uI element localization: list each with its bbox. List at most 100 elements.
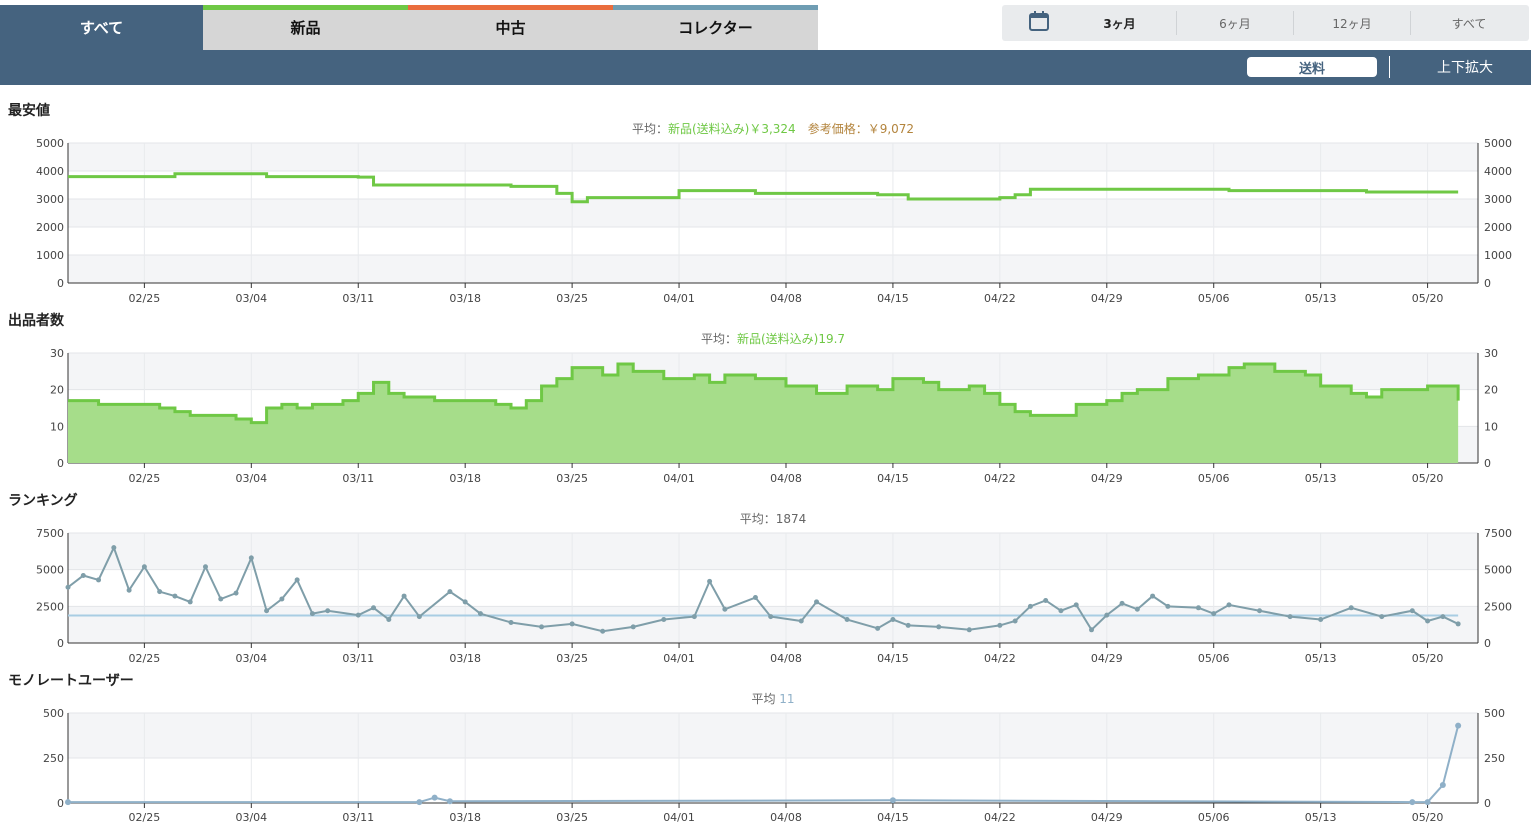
tab-all[interactable]: すべて xyxy=(0,5,203,50)
y-tick-label-left: 0 xyxy=(57,277,64,290)
x-tick-label: 03/04 xyxy=(235,652,267,665)
ranking-point xyxy=(172,593,178,599)
x-tick-label: 05/20 xyxy=(1412,472,1444,485)
x-tick-label: 03/18 xyxy=(449,652,481,665)
price-series-line xyxy=(68,172,1459,204)
x-tick-label: 04/29 xyxy=(1091,652,1123,665)
x-tick-label: 05/13 xyxy=(1305,811,1337,824)
users-point xyxy=(65,799,71,806)
ranking-point xyxy=(1257,608,1263,614)
y-tick-label-left: 0 xyxy=(57,637,64,650)
x-tick-label: 05/13 xyxy=(1305,652,1337,665)
chart-title: 最安値 xyxy=(8,102,50,119)
ranking-point xyxy=(80,573,86,579)
x-tick-label: 04/01 xyxy=(663,811,695,824)
ranking-point xyxy=(798,618,804,624)
ranking-point xyxy=(1165,603,1171,609)
average-value: 11 xyxy=(775,692,794,706)
range-12m[interactable]: 12ヶ月 xyxy=(1332,16,1372,31)
x-tick-label: 03/11 xyxy=(342,652,374,665)
y-tick-label-right: 2000 xyxy=(1484,221,1512,234)
ranking-point xyxy=(1058,608,1064,614)
ranking-point xyxy=(630,624,636,630)
tab-new[interactable]: 新品 xyxy=(203,5,408,50)
range-3m[interactable]: 3ヶ月 xyxy=(1103,16,1136,31)
x-tick-label: 05/20 xyxy=(1412,292,1444,305)
ranking-point xyxy=(65,584,71,590)
ranking-point xyxy=(371,605,377,611)
users-point xyxy=(889,797,896,804)
ranking-point xyxy=(111,545,117,551)
y-tick-label-left: 250 xyxy=(43,752,64,765)
range-all[interactable]: すべて xyxy=(1451,16,1487,31)
vertical-zoom-button[interactable]: 上下拡大 xyxy=(1437,60,1493,76)
plot-band xyxy=(68,606,1478,643)
y-tick-label-right: 10 xyxy=(1484,420,1498,433)
y-tick-label-left: 2500 xyxy=(36,600,64,613)
chart-average-caption: 平均 11 xyxy=(751,692,794,706)
x-tick-label: 03/18 xyxy=(449,472,481,485)
x-tick-label: 03/25 xyxy=(556,292,588,305)
tab-used[interactable]: 中古 xyxy=(408,5,613,50)
x-tick-label: 04/08 xyxy=(770,472,802,485)
ranking-point xyxy=(1379,614,1385,620)
plot-band xyxy=(68,199,1478,227)
users-point xyxy=(446,798,453,805)
ranking-point xyxy=(141,564,147,570)
ranking-point xyxy=(966,627,972,633)
y-tick-label-right: 3000 xyxy=(1484,193,1512,206)
ranking-point xyxy=(401,593,407,599)
ranking-point xyxy=(890,617,896,623)
y-tick-label-right: 1000 xyxy=(1484,249,1512,262)
average-prefix: 平均： xyxy=(701,332,737,346)
y-tick-label-right: 5000 xyxy=(1484,564,1512,577)
y-tick-label-right: 250 xyxy=(1484,752,1505,765)
x-tick-label: 05/06 xyxy=(1198,472,1230,485)
y-tick-label-left: 7500 xyxy=(36,527,64,540)
users-point xyxy=(1439,782,1446,788)
x-tick-label: 02/25 xyxy=(129,472,161,485)
y-tick-label-right: 2500 xyxy=(1484,600,1512,613)
ranking-point xyxy=(1455,621,1461,627)
ranking-point xyxy=(96,577,102,583)
y-tick-label-right: 0 xyxy=(1484,797,1491,810)
calendar-icon[interactable] xyxy=(1028,10,1050,36)
y-tick-label-right: 4000 xyxy=(1484,165,1512,178)
y-tick-label-left: 20 xyxy=(50,384,64,397)
y-tick-label-right: 0 xyxy=(1484,277,1491,290)
ranking-point xyxy=(539,624,545,630)
plot-band xyxy=(68,713,1478,758)
shipping-toggle-button[interactable]: 送料 xyxy=(1247,57,1377,77)
x-tick-label: 04/01 xyxy=(663,472,695,485)
ranking-point xyxy=(386,617,392,623)
ranking-point xyxy=(1440,614,1446,620)
users-point xyxy=(431,794,438,801)
x-tick-label: 05/20 xyxy=(1412,652,1444,665)
ranking-point xyxy=(1425,618,1431,624)
ranking-point xyxy=(187,599,193,605)
ranking-point xyxy=(462,599,468,605)
users-point xyxy=(1424,799,1431,806)
ranking-point xyxy=(1318,617,1324,623)
ranking-point xyxy=(844,617,850,623)
y-tick-label-right: 0 xyxy=(1484,637,1491,650)
x-tick-label: 04/29 xyxy=(1091,292,1123,305)
ranking-point xyxy=(1073,602,1079,608)
x-tick-label: 03/11 xyxy=(342,472,374,485)
y-tick-label-right: 0 xyxy=(1484,457,1491,470)
tab-all-label: すべて xyxy=(79,19,124,37)
range-divider xyxy=(1410,11,1411,35)
tab-collector[interactable]: コレクター xyxy=(613,5,818,50)
x-tick-label: 02/25 xyxy=(129,811,161,824)
ranking-point xyxy=(997,622,1003,628)
users-point xyxy=(1409,799,1416,806)
x-tick-label: 03/11 xyxy=(342,292,374,305)
reference-price: 参考価格：￥9,072 xyxy=(796,121,914,136)
plot-band xyxy=(68,353,1478,390)
plot-band xyxy=(68,143,1478,171)
ranking-point xyxy=(355,612,361,618)
range-6m[interactable]: 6ヶ月 xyxy=(1219,16,1251,31)
x-tick-label: 05/20 xyxy=(1412,811,1444,824)
x-tick-label: 04/08 xyxy=(770,652,802,665)
x-tick-label: 04/08 xyxy=(770,811,802,824)
